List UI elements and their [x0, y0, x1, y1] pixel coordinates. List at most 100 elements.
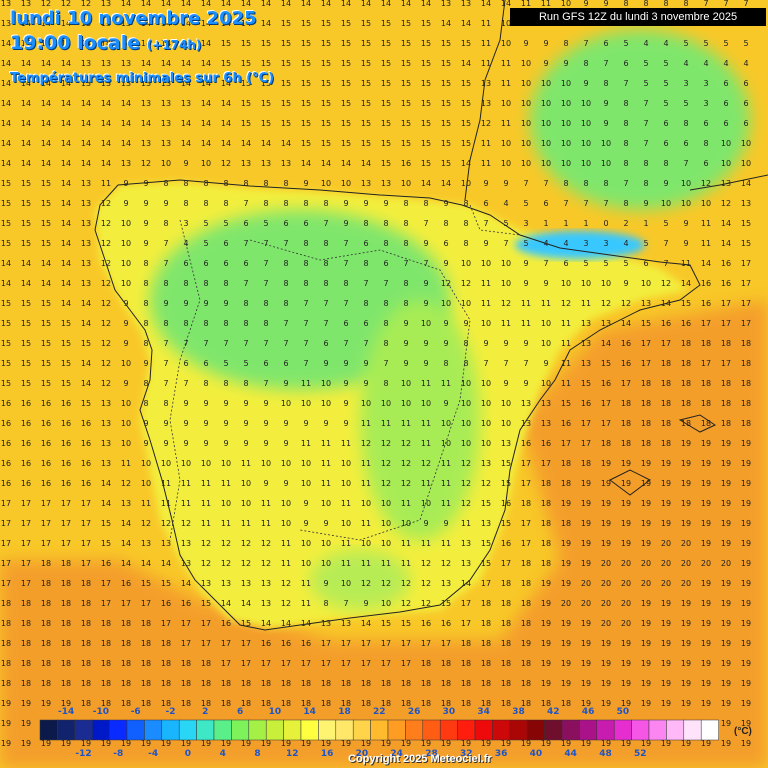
grid-value: 18 — [161, 659, 171, 668]
grid-value: 18 — [501, 599, 511, 608]
grid-value: 7 — [263, 339, 268, 348]
grid-value: 19 — [741, 599, 751, 608]
grid-value: 16 — [41, 399, 51, 408]
grid-value: 11 — [281, 559, 291, 568]
grid-value: 8 — [183, 279, 188, 288]
grid-value: 18 — [481, 699, 491, 708]
grid-value: 15 — [381, 139, 391, 148]
grid-value: 16 — [601, 379, 611, 388]
grid-value: 15 — [281, 19, 291, 28]
grid-value: 8 — [323, 279, 328, 288]
grid-value: 10 — [121, 219, 131, 228]
grid-value: 8 — [443, 219, 448, 228]
grid-value: 10 — [521, 99, 531, 108]
grid-value: 19 — [681, 639, 691, 648]
grid-value: 14 — [241, 599, 251, 608]
grid-value: 19 — [721, 739, 731, 748]
grid-value: 13 — [581, 319, 591, 328]
grid-value: 19 — [661, 519, 671, 528]
grid-value: 20 — [681, 539, 691, 548]
grid-value: 18 — [661, 439, 671, 448]
temperature-grid: 13 13 12 12 12 13 14 14 14 14 14 14 14 14 14 14 14 14 14 14… — [1, 0, 751, 748]
grid-value: 19 — [81, 739, 91, 748]
grid-value: 12 — [141, 519, 151, 528]
grid-value: 10 — [461, 439, 471, 448]
grid-value: 17 — [581, 439, 591, 448]
grid-value: 9 — [443, 319, 448, 328]
grid-value: 6 — [323, 339, 328, 348]
grid-value: 15 — [341, 139, 351, 148]
grid-value: 18 — [701, 379, 711, 388]
grid-value: 19 — [701, 739, 711, 748]
grid-value: 18 — [101, 659, 111, 668]
grid-value: 14 — [721, 239, 731, 248]
grid-value: 17 — [281, 659, 291, 668]
grid-value: 8 — [143, 399, 148, 408]
grid-value: 11 — [321, 459, 331, 468]
grid-value: 13 — [241, 579, 251, 588]
grid-value: 13 — [481, 79, 491, 88]
grid-value: 14 — [41, 159, 51, 168]
grid-value: 12 — [241, 539, 251, 548]
grid-value: 5 — [623, 39, 628, 48]
grid-value: 15 — [281, 119, 291, 128]
legend-swatch — [613, 719, 632, 741]
grid-value: 17 — [21, 559, 31, 568]
grid-value: 14 — [321, 159, 331, 168]
grid-value: 10 — [341, 519, 351, 528]
grid-value: 8 — [383, 239, 388, 248]
grid-value: 7 — [423, 259, 428, 268]
grid-value: 8 — [623, 199, 628, 208]
grid-value: 14 — [1, 139, 11, 148]
grid-value: 14 — [341, 0, 351, 8]
grid-value: 10 — [121, 419, 131, 428]
grid-value: 17 — [241, 639, 251, 648]
grid-value: 14 — [221, 599, 231, 608]
grid-value: 9 — [523, 339, 528, 348]
grid-value: 12 — [101, 219, 111, 228]
grid-value: 10 — [441, 439, 451, 448]
grid-value: 15 — [361, 59, 371, 68]
grid-value: 6 — [223, 239, 228, 248]
grid-value: 12 — [201, 539, 211, 548]
grid-value: 14 — [161, 0, 171, 8]
grid-value: 12 — [421, 459, 431, 468]
grid-value: 19 — [701, 579, 711, 588]
grid-value: 14 — [21, 259, 31, 268]
grid-value: 10 — [541, 119, 551, 128]
grid-value: 15 — [341, 19, 351, 28]
grid-value: 13 — [81, 199, 91, 208]
grid-value: 19 — [701, 659, 711, 668]
grid-value: 10 — [581, 119, 591, 128]
grid-value: 18 — [381, 699, 391, 708]
legend-bottom-label: 16 — [321, 749, 334, 759]
grid-value: 13 — [101, 19, 111, 28]
grid-value: 12 — [441, 559, 451, 568]
grid-value: 19 — [601, 539, 611, 548]
grid-value: 8 — [583, 59, 588, 68]
grid-value: 10 — [361, 539, 371, 548]
legend-swatch — [144, 719, 163, 741]
grid-value: 10 — [121, 399, 131, 408]
grid-value: 18 — [21, 679, 31, 688]
grid-value: 19 — [601, 479, 611, 488]
grid-value: 12 — [261, 539, 271, 548]
grid-value: 20 — [581, 599, 591, 608]
grid-value: 12 — [381, 579, 391, 588]
grid-value: 17 — [741, 259, 751, 268]
grid-value: 6 — [623, 59, 628, 68]
grid-value: 9 — [503, 179, 508, 188]
grid-value: 17 — [601, 399, 611, 408]
grid-value: 15 — [381, 119, 391, 128]
grid-value: 10 — [681, 179, 691, 188]
grid-value: 19 — [641, 519, 651, 528]
grid-value: 14 — [301, 159, 311, 168]
grid-value: 11 — [501, 119, 511, 128]
grid-value: 11 — [401, 499, 411, 508]
grid-value: 14 — [201, 19, 211, 28]
grid-value: 15 — [261, 39, 271, 48]
grid-value: 18 — [621, 439, 631, 448]
grid-value: 13 — [601, 319, 611, 328]
grid-value: 8 — [463, 219, 468, 228]
grid-value: 19 — [581, 479, 591, 488]
